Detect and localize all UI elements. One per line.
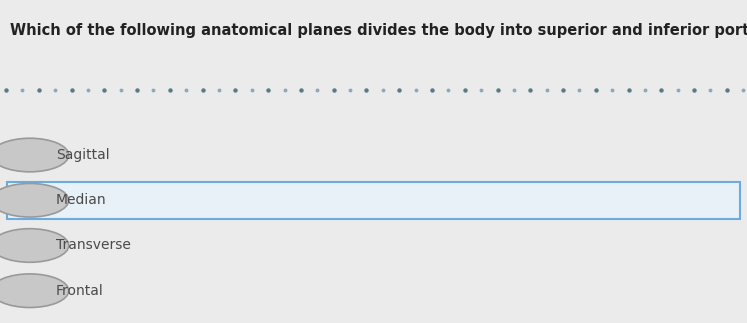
FancyBboxPatch shape [7, 182, 740, 219]
Text: Sagittal: Sagittal [56, 148, 110, 162]
Circle shape [0, 274, 69, 307]
Text: Median: Median [56, 193, 107, 207]
Circle shape [0, 138, 69, 172]
Text: Which of the following anatomical planes divides the body into superior and infe: Which of the following anatomical planes… [10, 23, 747, 37]
Text: Transverse: Transverse [56, 238, 131, 253]
Circle shape [0, 183, 69, 217]
Circle shape [0, 229, 69, 262]
Text: Frontal: Frontal [56, 284, 104, 298]
